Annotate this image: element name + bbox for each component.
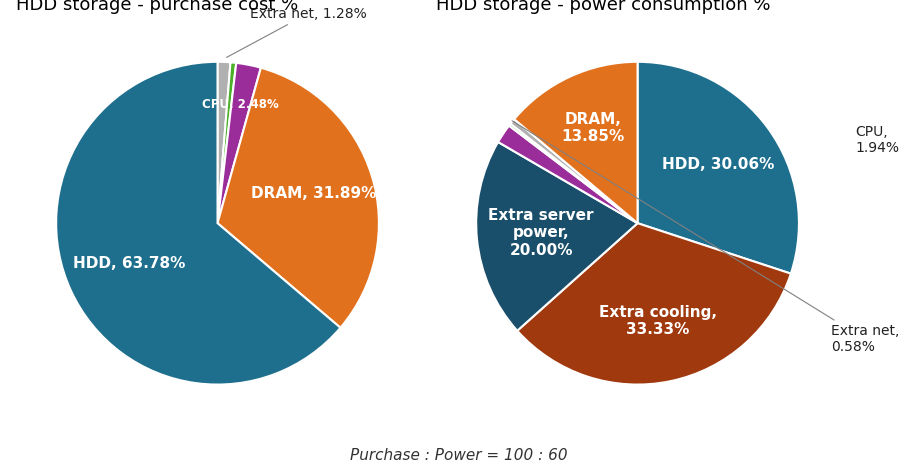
Wedge shape [637, 62, 799, 274]
Text: CPU,
1.94%: CPU, 1.94% [856, 125, 900, 155]
Text: DRAM,
13.85%: DRAM, 13.85% [562, 112, 625, 144]
Text: Extra net, 1.28%: Extra net, 1.28% [226, 7, 367, 58]
Text: HDD, 30.06%: HDD, 30.06% [662, 157, 775, 172]
Wedge shape [514, 62, 637, 223]
Wedge shape [511, 119, 637, 223]
Wedge shape [217, 62, 230, 223]
Wedge shape [517, 223, 790, 385]
Text: Extra net,
0.58%: Extra net, 0.58% [513, 121, 900, 354]
Wedge shape [217, 63, 261, 223]
Wedge shape [498, 125, 637, 223]
Wedge shape [217, 62, 237, 223]
Text: CPU, 2.48%: CPU, 2.48% [203, 98, 280, 111]
Text: HDD storage - power consumption %: HDD storage - power consumption % [436, 0, 770, 15]
Text: DRAM, 31.89%: DRAM, 31.89% [250, 186, 376, 201]
Text: Extra server
power,
20.00%: Extra server power, 20.00% [489, 208, 594, 258]
Text: Extra cooling,
33.33%: Extra cooling, 33.33% [599, 305, 717, 337]
Wedge shape [476, 142, 637, 331]
Text: HDD, 63.78%: HDD, 63.78% [73, 256, 186, 271]
Wedge shape [217, 68, 379, 328]
Text: Purchase : Power = 100 : 60: Purchase : Power = 100 : 60 [349, 448, 568, 463]
Text: HDD storage - purchase cost %: HDD storage - purchase cost % [16, 0, 298, 15]
Wedge shape [56, 62, 340, 385]
Wedge shape [509, 124, 637, 223]
